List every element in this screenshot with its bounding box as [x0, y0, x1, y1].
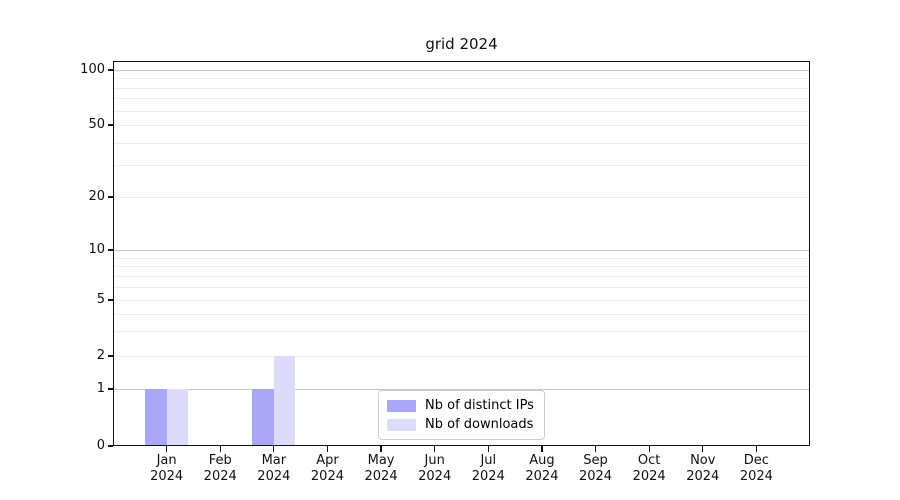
x-tick-label: Oct 2024	[617, 453, 681, 484]
x-tick-month: Oct	[637, 453, 661, 468]
y-tick	[108, 196, 113, 198]
x-tick-label: Mar 2024	[242, 453, 306, 484]
legend: Nb of distinct IPs Nb of downloads	[378, 390, 545, 440]
x-tick	[755, 446, 758, 452]
legend-label-distinct-ips: Nb of distinct IPs	[425, 398, 534, 413]
x-tick	[380, 446, 382, 452]
y-tick	[108, 388, 113, 390]
bar-distinct-ips	[145, 389, 167, 446]
minor-gridline	[113, 257, 810, 259]
y-tick-label: 0	[96, 438, 105, 453]
x-tick-month: Feb	[208, 453, 232, 468]
minor-gridline	[113, 87, 810, 89]
minor-gridline	[113, 275, 810, 277]
x-tick-year: 2024	[418, 468, 452, 484]
x-tick	[702, 446, 704, 452]
minor-gridline	[113, 165, 810, 167]
legend-item-downloads: Nb of downloads	[387, 415, 534, 434]
y-tick-label: 100	[80, 62, 105, 77]
x-tick-label: Aug 2024	[510, 453, 574, 484]
bar-downloads	[166, 389, 189, 446]
x-tick-year: 2024	[471, 468, 505, 484]
x-tick-label: Sep 2024	[564, 453, 628, 484]
x-tick-month: Mar	[261, 453, 287, 468]
legend-swatch-downloads-icon	[387, 418, 416, 431]
x-tick-label: May 2024	[349, 453, 413, 484]
x-tick-month: Jun	[424, 453, 445, 468]
x-tick-month: Aug	[529, 453, 555, 468]
legend-label-downloads: Nb of downloads	[425, 417, 534, 432]
x-tick	[219, 446, 221, 452]
y-tick-label: 20	[88, 189, 105, 204]
x-tick-month: Nov	[690, 453, 716, 468]
x-tick	[326, 446, 329, 452]
x-tick-year: 2024	[203, 468, 237, 484]
x-tick	[541, 446, 543, 452]
y-tick	[108, 445, 113, 447]
x-tick-month: Dec	[743, 453, 769, 468]
chart-title: grid 2024	[425, 35, 498, 53]
x-tick-month: Sep	[583, 453, 608, 468]
minor-gridline	[113, 266, 810, 268]
x-tick-label: Jul 2024	[456, 453, 520, 484]
minor-gridline	[113, 286, 810, 288]
x-tick-label: Nov 2024	[671, 453, 735, 484]
x-tick-year: 2024	[525, 468, 559, 484]
major-gridline	[113, 70, 810, 71]
x-tick	[273, 446, 275, 452]
y-tick	[108, 249, 113, 251]
x-tick-label: Feb 2024	[188, 453, 252, 484]
minor-gridline	[113, 110, 810, 112]
y-tick-label: 50	[88, 117, 105, 132]
minor-gridline	[113, 78, 810, 80]
x-tick-year: 2024	[632, 468, 666, 484]
major-gridline	[113, 389, 810, 390]
x-tick-year: 2024	[364, 468, 398, 484]
minor-gridline	[113, 197, 810, 198]
x-tick-label: Jan 2024	[135, 453, 199, 484]
y-tick-label: 2	[96, 348, 105, 363]
x-tick-month: Jul	[480, 453, 497, 468]
y-tick	[108, 355, 113, 357]
minor-gridline	[113, 300, 810, 301]
x-tick-label: Dec 2024	[724, 453, 788, 484]
y-tick-label: 1	[96, 381, 105, 396]
y-tick-label: 5	[96, 292, 105, 307]
minor-gridline	[113, 125, 810, 126]
x-tick-year: 2024	[578, 468, 613, 484]
y-tick	[108, 124, 113, 126]
x-tick	[434, 446, 436, 452]
y-tick-label: 10	[88, 242, 105, 257]
x-tick	[648, 446, 650, 452]
x-tick-year: 2024	[150, 468, 184, 484]
x-tick	[165, 446, 168, 452]
bar-distinct-ips	[252, 389, 274, 446]
bar-downloads	[273, 356, 296, 446]
minor-gridline	[113, 356, 810, 357]
minor-gridline	[113, 98, 810, 100]
x-tick-label: Apr 2024	[295, 453, 359, 484]
x-tick-label: Jun 2024	[403, 453, 467, 484]
x-tick-month: Apr	[316, 453, 339, 468]
x-tick-year: 2024	[739, 468, 773, 484]
legend-item-distinct-ips: Nb of distinct IPs	[387, 396, 534, 415]
x-tick-year: 2024	[257, 468, 291, 484]
plot-area	[113, 61, 810, 446]
minor-gridline	[113, 142, 810, 144]
minor-gridline	[113, 331, 810, 333]
major-gridline	[113, 250, 810, 251]
x-tick	[487, 446, 489, 452]
x-tick-month: Jan	[156, 453, 177, 468]
x-tick-year: 2024	[686, 468, 720, 484]
legend-swatch-distinct-ips-icon	[387, 399, 416, 412]
minor-gridline	[113, 313, 810, 315]
x-tick	[594, 446, 597, 452]
y-tick	[108, 299, 113, 301]
y-tick	[108, 69, 113, 71]
x-tick-year: 2024	[310, 468, 344, 484]
x-tick-month: May	[367, 453, 395, 468]
